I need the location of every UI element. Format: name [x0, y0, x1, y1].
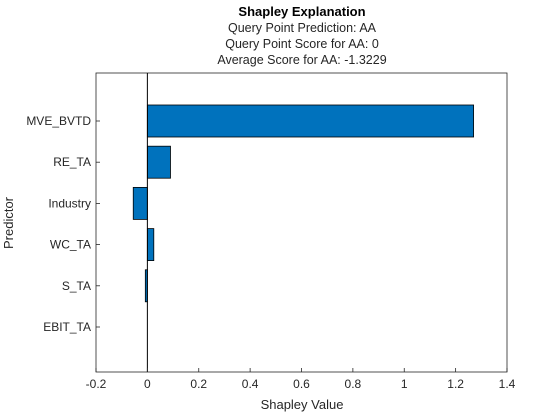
- bar-industry: [132, 186, 148, 220]
- y-axis-label: Predictor: [1, 196, 16, 249]
- x-tick-label: 1.4: [499, 377, 516, 391]
- y-axis-ticks: MVE_BVTD RE_TA Industry WC_TA S_TA EBIT_TA: [26, 114, 100, 334]
- chart-subtitle-average: Average Score for AA: -1.3229: [217, 53, 386, 67]
- y-tick-label: EBIT_TA: [43, 320, 91, 334]
- x-tick-label: 0.8: [345, 377, 362, 391]
- chart-title: Shapley Explanation: [238, 4, 365, 19]
- x-tick-label: 1: [401, 377, 408, 391]
- bar-wc-ta: [146, 228, 155, 262]
- x-tick-label: 1.2: [447, 377, 464, 391]
- bar-mve-bvtd: [146, 104, 475, 138]
- y-tick-label: S_TA: [62, 279, 91, 293]
- chart-subtitle-score: Query Point Score for AA: 0: [225, 37, 379, 51]
- x-tick-label: 0.2: [190, 377, 207, 391]
- x-axis-ticks: -0.2 0 0.2 0.4 0.6 0.8 1 1.2 1.4: [86, 368, 516, 391]
- y-tick-label: WC_TA: [50, 238, 91, 252]
- y-tick-label: MVE_BVTD: [26, 114, 91, 128]
- y-tick-label: Industry: [48, 196, 91, 210]
- chart-subtitle-prediction: Query Point Prediction: AA: [228, 21, 377, 35]
- x-tick-label: 0.6: [293, 377, 310, 391]
- bar-re-ta: [146, 145, 171, 179]
- y-tick-label: RE_TA: [53, 155, 91, 169]
- x-tick-label: 0.4: [242, 377, 259, 391]
- x-tick-label: -0.2: [86, 377, 107, 391]
- x-tick-label: 0: [144, 377, 151, 391]
- x-axis-label: Shapley Value: [261, 397, 344, 412]
- bars-layer: [132, 104, 475, 303]
